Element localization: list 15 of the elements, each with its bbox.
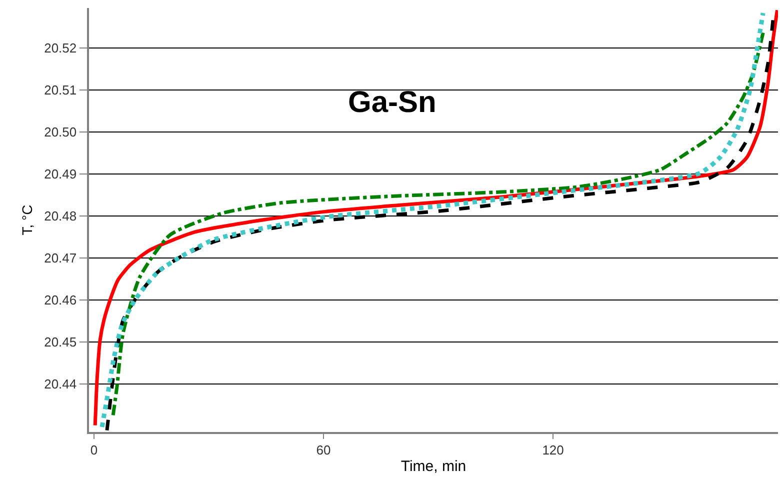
x-tick-label: 60	[316, 442, 331, 458]
y-axis-title: T, °C	[19, 204, 36, 236]
y-tick-label: 20.45	[44, 334, 77, 350]
y-tick-label: 20.51	[44, 82, 77, 98]
y-tick-label: 20.47	[44, 250, 77, 266]
y-tick-label: 20.44	[44, 376, 77, 392]
x-tick-label: 0	[90, 442, 98, 458]
y-tick-label: 20.52	[44, 40, 77, 56]
y-tick-label: 20.46	[44, 292, 77, 308]
x-axis-title: Time, min	[400, 458, 466, 475]
y-tick-label: 20.50	[44, 124, 77, 140]
y-tick-label: 20.49	[44, 166, 77, 182]
text: Ga-Sn	[348, 86, 436, 119]
y-tick-label: 20.48	[44, 208, 77, 224]
x-tick-label: 120	[542, 442, 564, 458]
